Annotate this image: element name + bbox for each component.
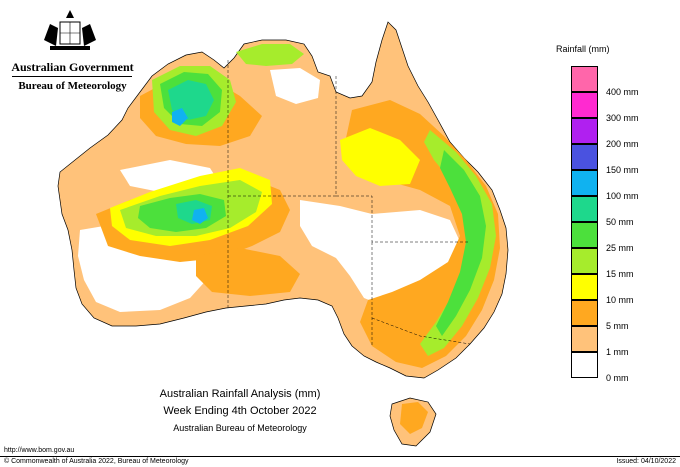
rain-15mm-eastcoast [420, 130, 496, 356]
rain-100mm-band [192, 208, 208, 224]
legend-label: 200 mm [606, 139, 639, 149]
rain-15mm-arnhem [236, 44, 304, 66]
legend-swatch [571, 196, 598, 222]
legend-label: 100 mm [606, 191, 639, 201]
dry-region-north [270, 68, 320, 104]
legend-label: 15 mm [606, 269, 634, 279]
legend-swatch [571, 170, 598, 196]
rain-5mm-south-central [196, 248, 300, 296]
rain-25mm-eastcoast [436, 150, 486, 336]
map-organisation: Australian Bureau of Meteorology [173, 423, 307, 433]
issued-date: Issued: 04/10/2022 [616, 458, 676, 465]
map-title-line2: Week Ending 4th October 2022 [163, 405, 317, 417]
map-title-line1: Australian Rainfall Analysis (mm) [159, 388, 321, 400]
government-title: Australian Government [11, 60, 134, 74]
legend-swatch [571, 274, 598, 300]
legend-swatch [571, 222, 598, 248]
legend-label: 1 mm [606, 347, 629, 357]
legend-label: 50 mm [606, 217, 634, 227]
legend-label: 5 mm [606, 321, 629, 331]
header-divider [12, 76, 132, 77]
legend-label: 0 mm [606, 373, 629, 383]
legend-swatch [571, 66, 598, 92]
legend-swatch [571, 118, 598, 144]
border-qld [336, 195, 470, 243]
bom-website-link[interactable]: http://www.bom.gov.au [4, 447, 75, 454]
legend-label: 10 mm [606, 295, 634, 305]
legend-label: 300 mm [606, 113, 639, 123]
legend-swatch [571, 352, 598, 378]
tasmania-rain [400, 402, 428, 434]
coat-of-arms-icon [44, 10, 96, 50]
legend-swatch [571, 92, 598, 118]
border-vic [371, 317, 471, 345]
legend-label: 400 mm [606, 87, 639, 97]
rain-10mm-east [340, 128, 420, 186]
legend-label: 25 mm [606, 243, 634, 253]
agency-title: Bureau of Meteorology [18, 80, 127, 92]
legend-label: 150 mm [606, 165, 639, 175]
legend-title: Rainfall (mm) [556, 44, 610, 54]
legend-swatch [571, 300, 598, 326]
legend-swatch [571, 144, 598, 170]
footer-divider [0, 456, 680, 457]
legend-swatch [571, 326, 598, 352]
legend-swatch [571, 248, 598, 274]
copyright-text: © Commonwealth of Australia 2022, Bureau… [4, 458, 189, 465]
rain-100mm-north [172, 108, 188, 126]
